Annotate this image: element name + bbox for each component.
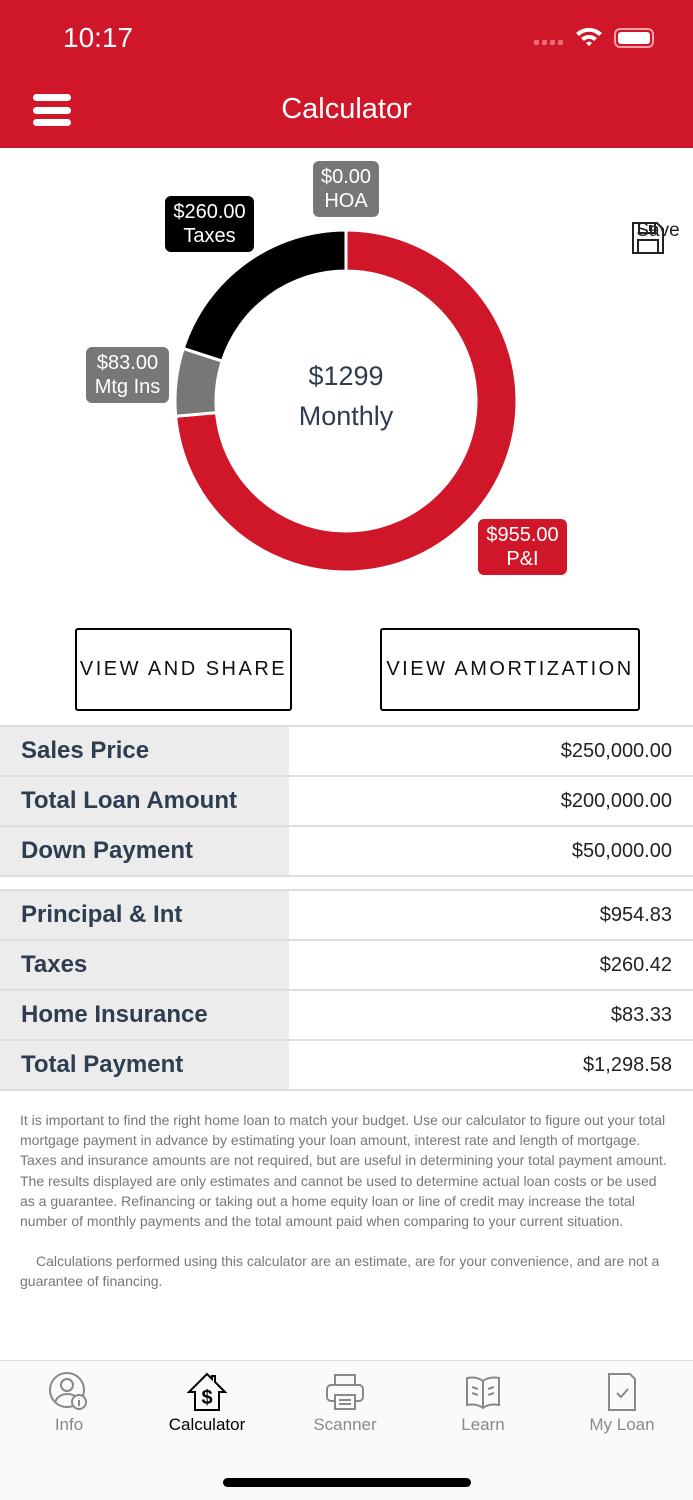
table-row: Principal & Int $954.83 xyxy=(0,891,693,941)
tab-scanner[interactable]: Scanner xyxy=(276,1371,414,1435)
center-value: $1299 xyxy=(308,361,384,391)
table-row: Taxes $260.42 xyxy=(0,941,693,991)
svg-text:$: $ xyxy=(201,1387,212,1409)
status-time: 10:17 xyxy=(63,22,134,53)
slice-label-mtg-ins: $83.00 Mtg Ins xyxy=(86,347,169,403)
user-info-icon xyxy=(49,1372,87,1410)
save-label: Save xyxy=(636,220,680,241)
slice-label-taxes: $260.00 Taxes xyxy=(165,196,254,252)
view-amortization-button[interactable]: VIEW AMORTIZATION xyxy=(380,628,640,711)
battery-icon xyxy=(614,28,654,48)
document-check-icon xyxy=(608,1373,636,1411)
home-indicator xyxy=(223,1478,471,1487)
view-and-share-button[interactable]: VIEW AND SHARE xyxy=(75,628,292,711)
tab-label: Calculator xyxy=(168,1415,246,1434)
table-row: Total Payment $1,298.58 xyxy=(0,1041,693,1091)
table-row: Down Payment $50,000.00 xyxy=(0,827,693,877)
slice-label-hoa: $0.00 HOA xyxy=(313,161,379,217)
tab-learn[interactable]: Learn xyxy=(414,1371,552,1435)
hamburger-menu-icon[interactable] xyxy=(33,94,71,126)
signal-icon xyxy=(534,40,563,45)
tab-label: Learn xyxy=(461,1415,505,1434)
tab-label: Info xyxy=(54,1415,84,1434)
table-row: Sales Price $250,000.00 xyxy=(0,727,693,777)
printer-icon xyxy=(326,1374,364,1410)
slice-label-pi: $955.00 P&I xyxy=(478,519,567,575)
loan-summary-table: Sales Price $250,000.00 Total Loan Amount… xyxy=(0,725,693,877)
table-row: Total Loan Amount $200,000.00 xyxy=(0,777,693,827)
disclaimer: It is important to find the right home l… xyxy=(20,1110,675,1292)
tab-bar: Info $ Calculator Scanner Learn My Loan xyxy=(0,1360,693,1500)
tab-info[interactable]: Info xyxy=(0,1371,138,1435)
wifi-icon xyxy=(576,27,602,46)
page-title: Calculator xyxy=(281,93,412,125)
tab-my-loan[interactable]: My Loan xyxy=(553,1371,691,1435)
house-dollar-icon: $ xyxy=(186,1372,228,1411)
header: 10:17 Calculator xyxy=(0,0,693,148)
payment-donut-chart: $1299 Monthly $955.00 P&I $83.00 Mtg Ins $… xyxy=(0,148,693,608)
save-button[interactable]: Save xyxy=(630,220,686,254)
donut-center: $1299 Monthly xyxy=(246,356,446,436)
donut-slice-taxes xyxy=(181,228,348,363)
donut-slice-p-i xyxy=(174,228,519,574)
table-row: Home Insurance $83.33 xyxy=(0,991,693,1041)
disclaimer-paragraph: Calculations performed using this calcul… xyxy=(20,1253,660,1290)
tab-label: Scanner xyxy=(313,1415,377,1434)
payment-table: Principal & Int $954.83 Taxes $260.42 Home… xyxy=(0,889,693,1091)
donut-svg xyxy=(173,228,519,574)
book-icon xyxy=(466,1376,500,1410)
floppy-disk-icon xyxy=(632,222,664,254)
disclaimer-paragraph: It is important to find the right home l… xyxy=(20,1112,667,1230)
tab-calculator[interactable]: $ Calculator xyxy=(138,1371,276,1435)
tab-label: My Loan xyxy=(589,1415,655,1434)
center-label: Monthly xyxy=(298,401,394,431)
